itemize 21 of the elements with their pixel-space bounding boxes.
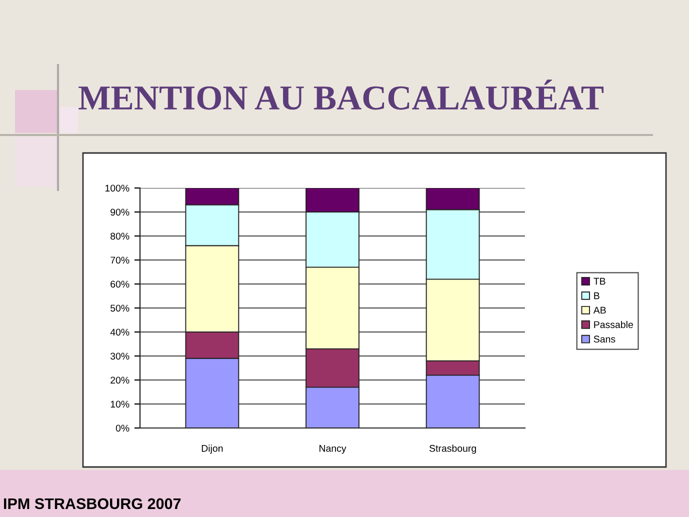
y-tick-label: 0% <box>116 424 130 432</box>
y-tick-label: 80% <box>110 232 130 240</box>
y-tick-label: 60% <box>110 280 130 288</box>
legend-label: Passable <box>594 320 633 328</box>
y-tick-label: 100% <box>105 184 130 192</box>
legend-label: TB <box>594 278 606 285</box>
chart-title: MENTION AU BACCALAURÉAT <box>78 80 604 110</box>
y-tick-label: 50% <box>110 304 130 312</box>
legend-label: Sans <box>594 336 616 343</box>
x-tick-label: Strasbourg <box>429 444 476 454</box>
x-tick-label: Dijon <box>202 444 223 454</box>
legend-label: B <box>594 292 600 300</box>
y-tick-label: 30% <box>110 352 130 360</box>
y-tick-label: 90% <box>110 208 130 216</box>
text: IPM STRASBOURG 2007 <box>4 498 181 510</box>
y-tick-label: 20% <box>110 376 130 384</box>
y-tick-label: 40% <box>110 328 130 336</box>
y-tick-label: 70% <box>110 256 130 264</box>
legend-label: AB <box>593 306 606 314</box>
x-tick-label: Nancy <box>320 445 346 454</box>
y-tick-label: 10% <box>110 400 130 408</box>
